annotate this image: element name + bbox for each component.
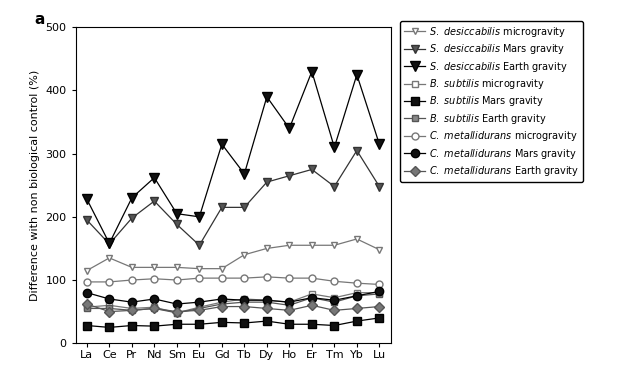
Legend: $\it{S.\ desiccabilis}$ microgravity, $\it{S.\ desiccabilis}$ Mars gravity, $\it: $\it{S.\ desiccabilis}$ microgravity, $\… [400, 21, 583, 182]
Text: a: a [35, 11, 45, 27]
Y-axis label: Difference with non biological control (%): Difference with non biological control (… [30, 70, 40, 301]
